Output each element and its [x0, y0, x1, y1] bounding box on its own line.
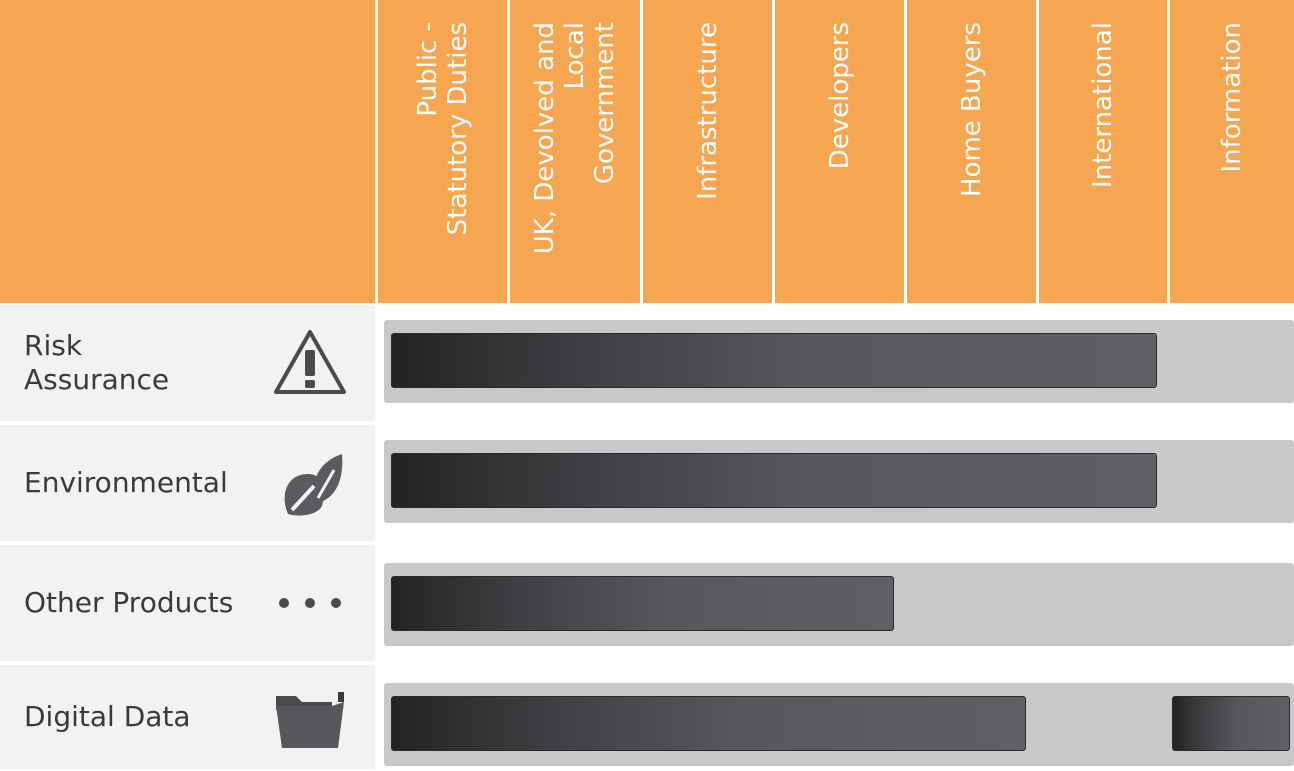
column-header-label: Infrastructure [692, 21, 723, 200]
row-label: Digital Data [24, 700, 191, 733]
header-corner [0, 0, 375, 303]
coverage-bar [391, 453, 1157, 508]
column-header-label: International [1088, 21, 1118, 188]
column-header-label: Developers [824, 21, 855, 169]
leaf-icon [272, 448, 348, 518]
column-header-label: Home Buyers [956, 21, 987, 197]
column-header-label: Information [1217, 21, 1247, 173]
column-header: Infrastructure [643, 0, 772, 303]
column-header: UK, Devolved and Local Government [510, 0, 640, 303]
column-header: Public - Statutory Duties [378, 0, 507, 303]
column-header: International [1039, 0, 1167, 303]
folder-icon [272, 682, 348, 752]
ellipsis-icon [272, 568, 348, 638]
row-label: Environmental [24, 466, 228, 499]
coverage-bar [391, 576, 894, 631]
column-header: Home Buyers [907, 0, 1036, 303]
coverage-bar [391, 696, 1026, 751]
row-label-cell: Digital Data [0, 665, 375, 769]
row-label: Risk Assurance [24, 329, 170, 396]
warning-triangle-icon [272, 328, 348, 398]
coverage-bar [1172, 696, 1290, 751]
coverage-bar [391, 333, 1157, 388]
column-header: Developers [775, 0, 904, 303]
row-label-cell: Environmental [0, 425, 375, 541]
column-header-label: UK, Devolved and Local Government [530, 21, 620, 254]
column-header: Information [1170, 0, 1294, 303]
row-label-cell: Other Products [0, 545, 375, 661]
row-label-cell: Risk Assurance [0, 305, 375, 421]
row-label: Other Products [24, 586, 234, 619]
column-header-label: Public - Statutory Duties [412, 21, 473, 235]
